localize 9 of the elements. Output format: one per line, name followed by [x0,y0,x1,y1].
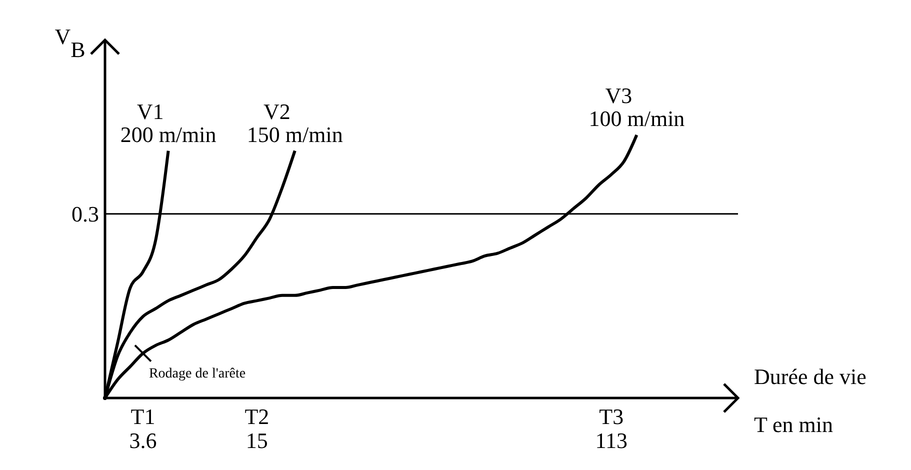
series-label: V2 150 m/min [246,98,343,147]
annotation: Rodage de l'arête [148,366,246,382]
series-label: V1 200 m/min [120,98,216,147]
x-tick-label: T1 3.6 [129,404,157,454]
x-tick-label: T3 113 [595,404,628,454]
series-label: V3 100 m/min [588,83,685,132]
x-tick-label: T2 15 [244,404,270,454]
x-axis-title: Durée de vie T en min [754,364,866,437]
text: 0.3 [72,202,99,227]
